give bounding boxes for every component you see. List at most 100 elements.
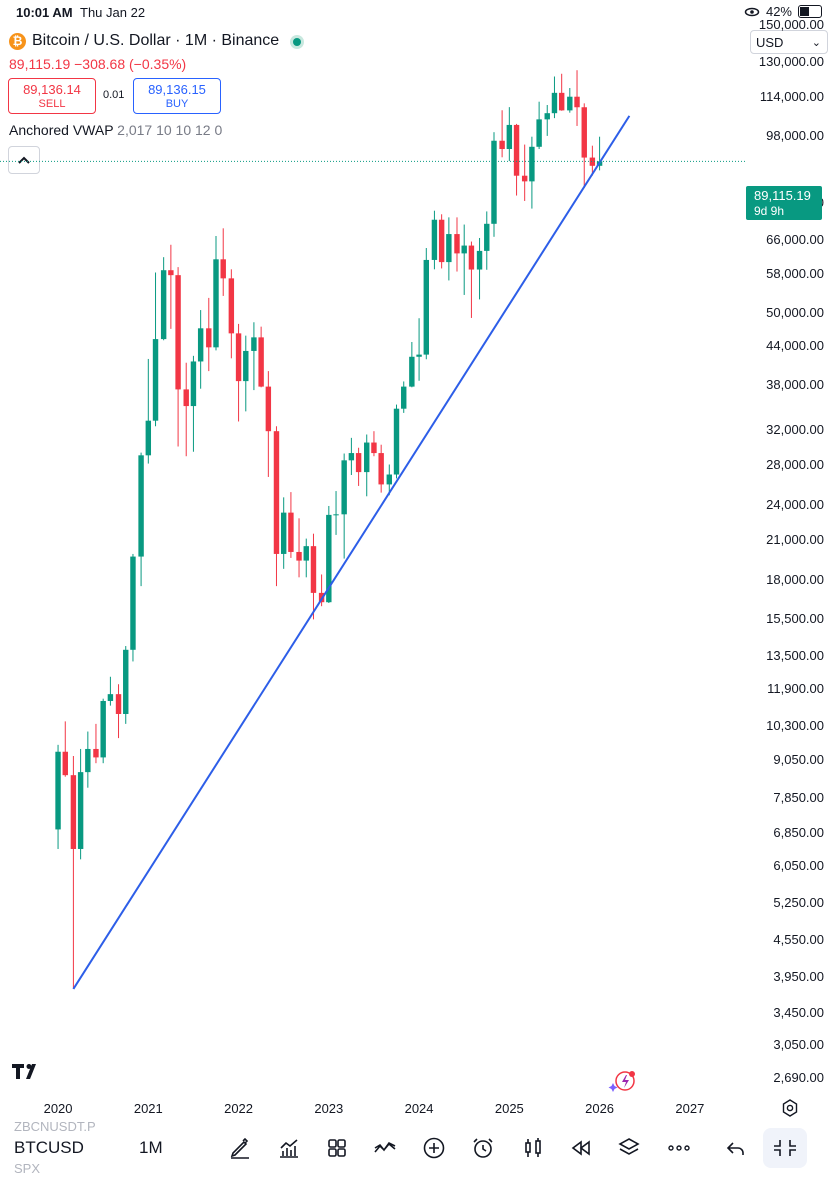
candle-body bbox=[461, 245, 467, 254]
price-tick-label: 6,050.00 bbox=[773, 857, 824, 873]
symbol-title[interactable]: Bitcoin / U.S. Dollar · 1M · Binance bbox=[32, 32, 280, 49]
status-date: Thu Jan 22 bbox=[80, 5, 146, 20]
price-tick-label: 10,300.00 bbox=[766, 718, 824, 734]
candle-body bbox=[438, 219, 445, 263]
candle-body bbox=[168, 270, 174, 276]
layers-icon[interactable] bbox=[617, 1136, 641, 1160]
candle-body bbox=[100, 700, 106, 758]
collapse-legend-button[interactable] bbox=[8, 146, 40, 174]
candle-body bbox=[393, 408, 400, 475]
templates-icon[interactable] bbox=[325, 1136, 349, 1160]
candle-body bbox=[152, 339, 159, 421]
candle-body bbox=[521, 175, 528, 182]
candle-body bbox=[529, 146, 535, 182]
alert-icon[interactable] bbox=[471, 1136, 495, 1160]
candle-body bbox=[160, 270, 167, 340]
add-icon[interactable] bbox=[422, 1136, 446, 1160]
candle-body bbox=[296, 551, 302, 561]
candle-body bbox=[138, 455, 144, 557]
candle-body bbox=[581, 107, 587, 158]
candle-body bbox=[197, 328, 204, 362]
more-icon[interactable] bbox=[667, 1136, 691, 1160]
drawing-tools-icon[interactable] bbox=[228, 1136, 252, 1160]
battery-percent: 42% bbox=[765, 4, 792, 19]
price-tick-label: 5,250.00 bbox=[773, 894, 824, 910]
candle-body bbox=[431, 219, 438, 260]
tradingview-logo[interactable] bbox=[12, 1063, 42, 1086]
candle-body bbox=[251, 337, 257, 351]
ai-assistant-icon[interactable] bbox=[608, 1068, 638, 1094]
candle-body bbox=[70, 775, 77, 849]
candle-body bbox=[386, 474, 392, 485]
candle-body bbox=[235, 333, 242, 382]
chevron-down-icon: ⌄ bbox=[811, 37, 821, 49]
price-tick-label: 21,000.00 bbox=[766, 531, 824, 547]
undo-icon[interactable] bbox=[724, 1136, 748, 1160]
currency-select[interactable]: USD ⌄ bbox=[750, 30, 828, 54]
candle-body bbox=[589, 157, 596, 166]
candle-body bbox=[536, 119, 542, 147]
candle-body bbox=[378, 453, 384, 485]
sell-label: SELL bbox=[38, 98, 66, 110]
screen-mirror-icon bbox=[744, 7, 760, 16]
sell-price: 89,136.14 bbox=[23, 82, 81, 97]
indicator-legend[interactable]: Anchored VWAP 2,017 10 10 12 0 bbox=[9, 122, 222, 138]
symbol-button[interactable]: BTCUSD bbox=[14, 1138, 84, 1157]
candle-body bbox=[348, 453, 355, 461]
trendline bbox=[72, 115, 631, 990]
compare-icon[interactable] bbox=[373, 1136, 397, 1160]
candle-body bbox=[93, 748, 99, 758]
chart-type-icon[interactable] bbox=[521, 1136, 545, 1160]
candle-body bbox=[228, 278, 235, 334]
price-tick-label: 130,000.00 bbox=[758, 54, 824, 70]
price-tick-label: 15,500.00 bbox=[766, 611, 824, 627]
candle-body bbox=[123, 649, 129, 714]
replay-icon[interactable] bbox=[569, 1136, 593, 1160]
time-tick-label: 2020 bbox=[43, 1101, 73, 1116]
candle-body bbox=[476, 250, 483, 270]
candle-body bbox=[491, 140, 497, 224]
candle-body bbox=[280, 512, 287, 554]
price-change: 89,115.19 −308.68 (−0.35%) bbox=[9, 56, 187, 72]
candle-body bbox=[175, 275, 181, 390]
candle-body bbox=[333, 514, 339, 516]
candle-body bbox=[243, 350, 249, 382]
candle-body bbox=[409, 356, 415, 387]
candle-body bbox=[288, 512, 294, 552]
candle-body bbox=[145, 420, 152, 456]
candle-body bbox=[265, 386, 272, 432]
candle-body bbox=[567, 96, 573, 111]
chart-settings-icon[interactable] bbox=[781, 1099, 799, 1117]
candle-body bbox=[326, 514, 332, 603]
sell-button[interactable]: 89,136.14 SELL bbox=[8, 78, 96, 114]
bitcoin-icon: ₿ bbox=[9, 33, 26, 50]
time-tick-label: 2026 bbox=[585, 1101, 615, 1116]
candle-body bbox=[558, 92, 565, 111]
price-tick-label: 3,050.00 bbox=[773, 1037, 824, 1053]
last-price-value: 89,115.19 bbox=[754, 188, 811, 203]
price-tick-label: 150,000.00 bbox=[758, 16, 824, 32]
candle-body bbox=[85, 748, 91, 773]
candle-body bbox=[341, 460, 347, 515]
candle-body bbox=[468, 245, 475, 270]
interval-button[interactable]: 1M bbox=[139, 1138, 163, 1157]
buy-button[interactable]: 89,136.15 BUY bbox=[133, 78, 221, 114]
indicator-name: Anchored VWAP bbox=[9, 122, 114, 138]
candle-body bbox=[544, 113, 550, 120]
buy-price: 89,136.15 bbox=[148, 82, 206, 97]
collapse-fullscreen-icon bbox=[774, 1140, 796, 1156]
price-tick-label: 4,550.00 bbox=[773, 932, 824, 948]
status-time: 10:01 AM bbox=[16, 5, 73, 20]
candle-body bbox=[551, 92, 558, 114]
price-tick-label: 32,000.00 bbox=[766, 421, 824, 437]
fullscreen-button[interactable] bbox=[763, 1128, 807, 1168]
candle-body bbox=[364, 442, 370, 473]
price-tick-label: 13,500.00 bbox=[766, 647, 824, 663]
indicators-icon[interactable] bbox=[277, 1136, 301, 1160]
previous-symbol: ZBCNUSDT.P bbox=[14, 1119, 96, 1134]
status-right: 42% bbox=[744, 4, 822, 19]
price-tick-label: 28,000.00 bbox=[766, 456, 824, 472]
candle-body bbox=[77, 772, 84, 849]
candle-body bbox=[310, 546, 317, 593]
